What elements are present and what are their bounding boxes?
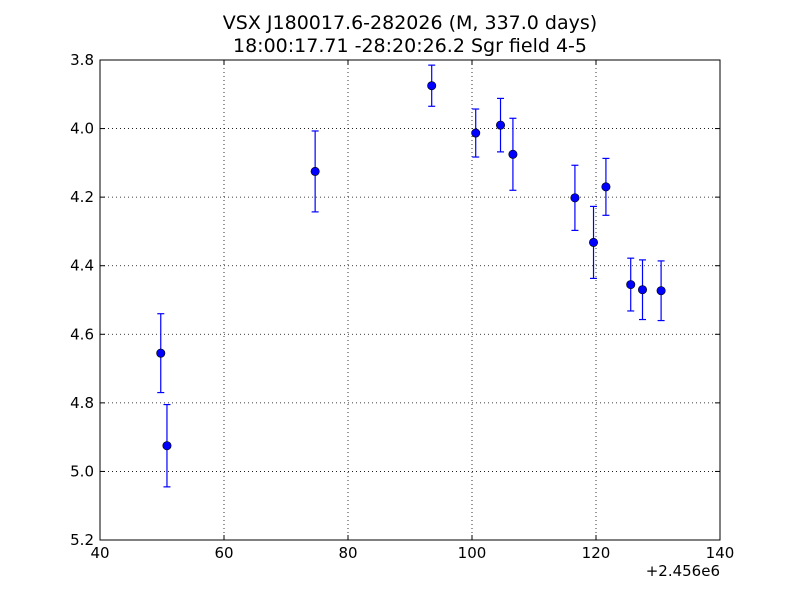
- data-series: [156, 64, 666, 488]
- x-tick-label: 40: [90, 544, 109, 562]
- chart-title: VSX J180017.6-282026 (M, 337.0 days): [223, 12, 597, 34]
- tick-labels: 40 60 80 100 120 140 3.8 4.0 4.2 4.4 4.6 4.8 5.0 5.2: [70, 51, 734, 562]
- y-tick-label: 4.0: [70, 120, 94, 138]
- marker: [162, 441, 172, 451]
- x-tick-label: 100: [458, 544, 487, 562]
- data-point: [471, 108, 481, 158]
- plot-frame: [99, 59, 721, 541]
- axis-ticks: [99, 59, 721, 541]
- y-tick-label: 4.4: [70, 257, 94, 275]
- marker: [310, 166, 320, 176]
- y-tick-label: 5.0: [70, 462, 94, 480]
- y-tick-label: 4.6: [70, 325, 94, 343]
- data-point: [626, 257, 636, 312]
- grid-lines: [100, 60, 720, 540]
- marker: [570, 193, 580, 203]
- data-point: [637, 259, 647, 321]
- x-offset-label: +2.456e6: [646, 562, 720, 580]
- x-tick-label: 140: [706, 544, 735, 562]
- data-point: [162, 403, 172, 488]
- y-tick-label: 3.8: [70, 51, 94, 69]
- data-point: [310, 130, 320, 213]
- data-point: [589, 205, 599, 279]
- marker: [471, 128, 481, 138]
- chart-subtitle: 18:00:17.71 -28:20:26.2 Sgr field 4-5: [233, 35, 587, 57]
- y-tick-label: 5.2: [70, 531, 94, 549]
- data-point: [156, 313, 166, 394]
- marker: [427, 81, 437, 91]
- x-tick-label: 80: [338, 544, 357, 562]
- marker: [656, 286, 666, 296]
- marker: [601, 182, 611, 192]
- data-point: [496, 97, 506, 153]
- data-point: [570, 164, 580, 231]
- data-point: [656, 260, 666, 322]
- data-point: [601, 157, 611, 216]
- marker: [496, 120, 506, 130]
- x-tick-label: 120: [582, 544, 611, 562]
- data-point: [508, 117, 518, 191]
- x-tick-label: 60: [214, 544, 233, 562]
- y-tick-label: 4.8: [70, 394, 94, 412]
- marker: [626, 280, 636, 290]
- marker: [508, 149, 518, 159]
- data-point: [427, 64, 437, 107]
- marker: [156, 348, 166, 358]
- y-tick-label: 4.2: [70, 188, 94, 206]
- marker: [637, 285, 647, 295]
- marker: [589, 237, 599, 247]
